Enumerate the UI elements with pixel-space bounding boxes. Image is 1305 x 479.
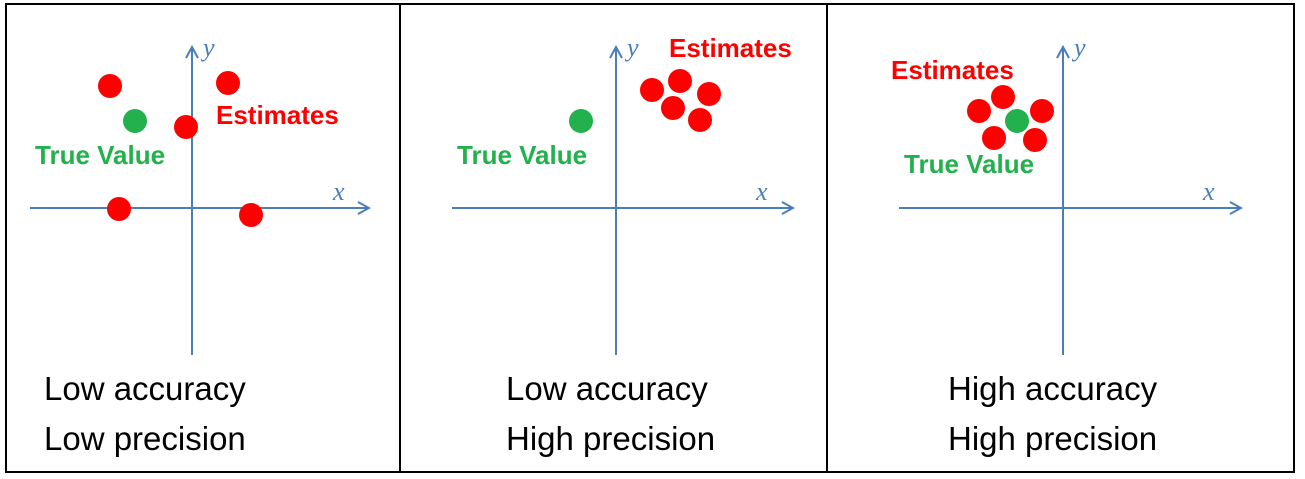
estimate-point (98, 74, 122, 98)
estimate-point (967, 99, 991, 123)
estimate-point (239, 203, 263, 227)
caption-panel-2: Low accuracy High precision (506, 364, 715, 464)
true-value-label: True Value (904, 149, 1034, 179)
caption-panel-3: High accuracy High precision (948, 364, 1157, 464)
estimate-point (1030, 99, 1054, 123)
estimates-label: Estimates (216, 100, 339, 130)
estimate-point (1023, 128, 1047, 152)
y-axis-label: y (1071, 33, 1086, 62)
caption-precision: High precision (948, 420, 1158, 457)
estimate-point (107, 197, 131, 221)
estimate-point (982, 126, 1006, 150)
caption-panel-1: Low accuracy Low precision (44, 364, 246, 464)
true-value-point (123, 109, 147, 133)
panel-low-accuracy-low-precision: x y Estimates True Value (30, 33, 368, 355)
estimates-label: Estimates (891, 55, 1014, 85)
estimates-label: Estimates (669, 33, 792, 63)
panel-low-accuracy-high-precision: x y Estimates True Value (452, 33, 792, 355)
true-value-label: True Value (457, 140, 587, 170)
x-axis-label: x (1202, 177, 1215, 206)
panel-divider-2 (826, 3, 828, 473)
estimate-point (688, 108, 712, 132)
estimate-point (697, 82, 721, 106)
true-value-label: True Value (35, 140, 165, 170)
x-axis-label: x (332, 177, 345, 206)
estimate-point (661, 96, 685, 120)
caption-accuracy: Low accuracy (44, 370, 246, 407)
true-value-point (569, 109, 593, 133)
estimate-point (668, 69, 692, 93)
estimate-point (640, 78, 664, 102)
y-axis-label: y (624, 33, 639, 62)
estimate-point (991, 85, 1015, 109)
diagram-frame (5, 3, 1295, 473)
y-axis-label: y (200, 33, 215, 62)
x-axis-label: x (755, 177, 768, 206)
panel-high-accuracy-high-precision: x y Estimates True Value (891, 33, 1240, 355)
caption-accuracy: High accuracy (948, 370, 1158, 407)
estimate-point (216, 71, 240, 95)
true-value-point (1005, 109, 1029, 133)
caption-precision: High precision (506, 420, 716, 457)
estimate-point (174, 115, 198, 139)
caption-accuracy: Low accuracy (506, 370, 708, 407)
panel-divider-1 (399, 3, 401, 473)
caption-precision: Low precision (44, 420, 246, 457)
